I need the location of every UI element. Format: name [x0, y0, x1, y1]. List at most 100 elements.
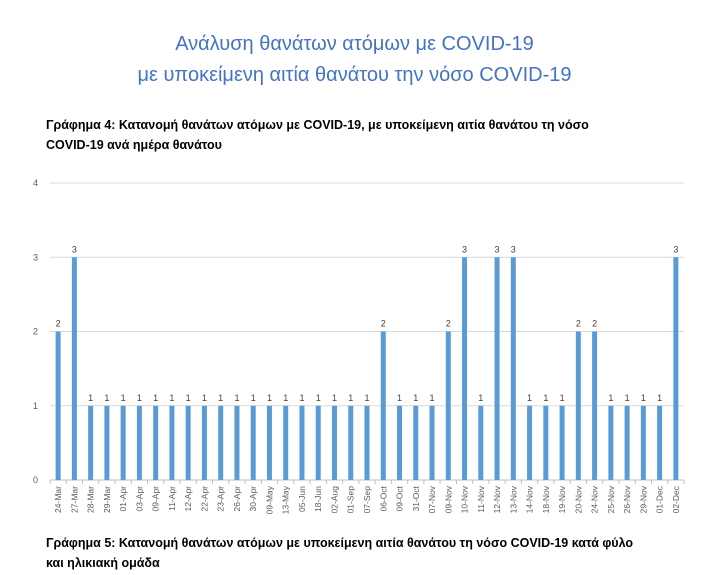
x-tick-label: 01-Apr: [118, 486, 128, 512]
x-tick-label: 01-Sep: [346, 486, 356, 514]
data-label: 1: [560, 393, 565, 403]
x-tick-label: 03-Apr: [134, 486, 144, 512]
x-tick-label: 09-Nov: [443, 485, 453, 513]
data-label: 1: [657, 393, 662, 403]
x-tick-label: 28-Mar: [86, 486, 96, 513]
data-label: 1: [608, 393, 613, 403]
data-label: 1: [251, 393, 256, 403]
data-label: 2: [576, 319, 581, 329]
x-tick-label: 05-Jun: [297, 486, 307, 512]
x-tick-label: 30-Apr: [248, 486, 258, 512]
data-label: 1: [332, 393, 337, 403]
x-tick-label: 09-Apr: [151, 486, 161, 512]
bar: [299, 405, 305, 480]
x-tick-label: 31-Oct: [411, 485, 421, 511]
bar: [673, 257, 679, 480]
x-tick-label: 23-Apr: [216, 486, 226, 512]
bar: [104, 405, 110, 480]
data-label: 1: [430, 393, 435, 403]
bar: [445, 331, 451, 480]
x-tick-label: 11-Nov: [476, 485, 486, 513]
bar: [527, 405, 533, 480]
data-label: 1: [202, 393, 207, 403]
x-tick-label: 06-Oct: [378, 485, 388, 511]
bar: [575, 331, 581, 480]
x-tick-label: 09-Oct: [395, 485, 405, 511]
page-title-line-2: με υποκείμενη αιτία θανάτου την νόσο COV…: [137, 64, 572, 86]
bar: [88, 405, 94, 480]
data-label: 1: [234, 393, 239, 403]
x-tick-label: 02-Aug: [329, 486, 339, 514]
x-tick-label: 26-Nov: [622, 485, 632, 513]
bar: [201, 405, 207, 480]
bar: [559, 405, 565, 480]
y-tick-label: 0: [33, 475, 38, 485]
bar: [71, 257, 77, 480]
bar: [283, 405, 289, 480]
data-label: 1: [88, 393, 93, 403]
chart-5-caption: Γράφημα 5: Κατανομή θανάτων ατόμων με υπ…: [46, 533, 686, 573]
bar: [136, 405, 142, 480]
x-tick-label: 24-Nov: [590, 485, 600, 513]
data-label: 1: [364, 393, 369, 403]
x-tick-label: 18-Nov: [541, 485, 551, 513]
x-tick-label: 25-Nov: [606, 485, 616, 513]
data-label: 1: [478, 393, 483, 403]
data-label: 1: [316, 393, 321, 403]
data-label: 2: [56, 319, 61, 329]
x-tick-label: 29-Nov: [638, 485, 648, 513]
bar: [380, 331, 386, 480]
y-tick-label: 3: [33, 252, 38, 262]
bar: [315, 405, 321, 480]
data-label: 3: [462, 244, 467, 254]
bar: [608, 405, 614, 480]
x-tick-label: 07-Nov: [427, 485, 437, 513]
data-label: 3: [495, 244, 500, 254]
y-tick-label: 4: [33, 178, 38, 188]
data-label: 1: [625, 393, 630, 403]
chart-4-caption-line-2: COVID-19 ανά ημέρα θανάτου: [46, 138, 222, 152]
data-label: 1: [348, 393, 353, 403]
bar: [429, 405, 435, 480]
data-label: 1: [527, 393, 532, 403]
x-tick-label: 18-Jun: [313, 486, 323, 512]
x-tick-label: 09-May: [264, 485, 274, 514]
data-label: 1: [299, 393, 304, 403]
data-label: 1: [413, 393, 418, 403]
bar: [120, 405, 126, 480]
data-label: 1: [641, 393, 646, 403]
bar: [169, 405, 175, 480]
x-tick-label: 14-Nov: [525, 485, 535, 513]
bar: [364, 405, 370, 480]
data-label: 3: [72, 244, 77, 254]
x-tick-label: 12-Apr: [183, 486, 193, 512]
x-tick-label: 02-Dec: [671, 485, 681, 513]
data-label: 1: [283, 393, 288, 403]
bar: [543, 405, 549, 480]
data-label: 1: [267, 393, 272, 403]
x-tick-label: 13-May: [281, 485, 291, 514]
chart-4-caption: Γράφημα 4: Κατανομή θανάτων ατόμων με CO…: [46, 115, 686, 155]
bar: [55, 331, 61, 480]
bar: [478, 405, 484, 480]
data-label: 1: [169, 393, 174, 403]
data-label: 1: [137, 393, 142, 403]
data-label: 1: [121, 393, 126, 403]
data-label: 2: [446, 319, 451, 329]
x-tick-label: 22-Apr: [199, 486, 209, 512]
x-tick-label: 19-Nov: [557, 485, 567, 513]
chart-4-caption-line-1: Γράφημα 4: Κατανομή θανάτων ατόμων με CO…: [46, 118, 589, 132]
bar: [331, 405, 337, 480]
data-label: 1: [397, 393, 402, 403]
data-label: 1: [104, 393, 109, 403]
bar: [234, 405, 240, 480]
x-tick-label: 24-Mar: [53, 486, 63, 513]
bar: [494, 257, 500, 480]
chart-5-caption-line-2: και ηλικιακή ομάδα: [46, 556, 160, 570]
page-title-line-1: Ανάλυση θανάτων ατόμων με COVID-19: [175, 33, 534, 55]
bar: [592, 331, 598, 480]
bar: [266, 405, 272, 480]
data-label: 1: [186, 393, 191, 403]
bar: [218, 405, 224, 480]
x-tick-label: 01-Dec: [655, 485, 665, 513]
